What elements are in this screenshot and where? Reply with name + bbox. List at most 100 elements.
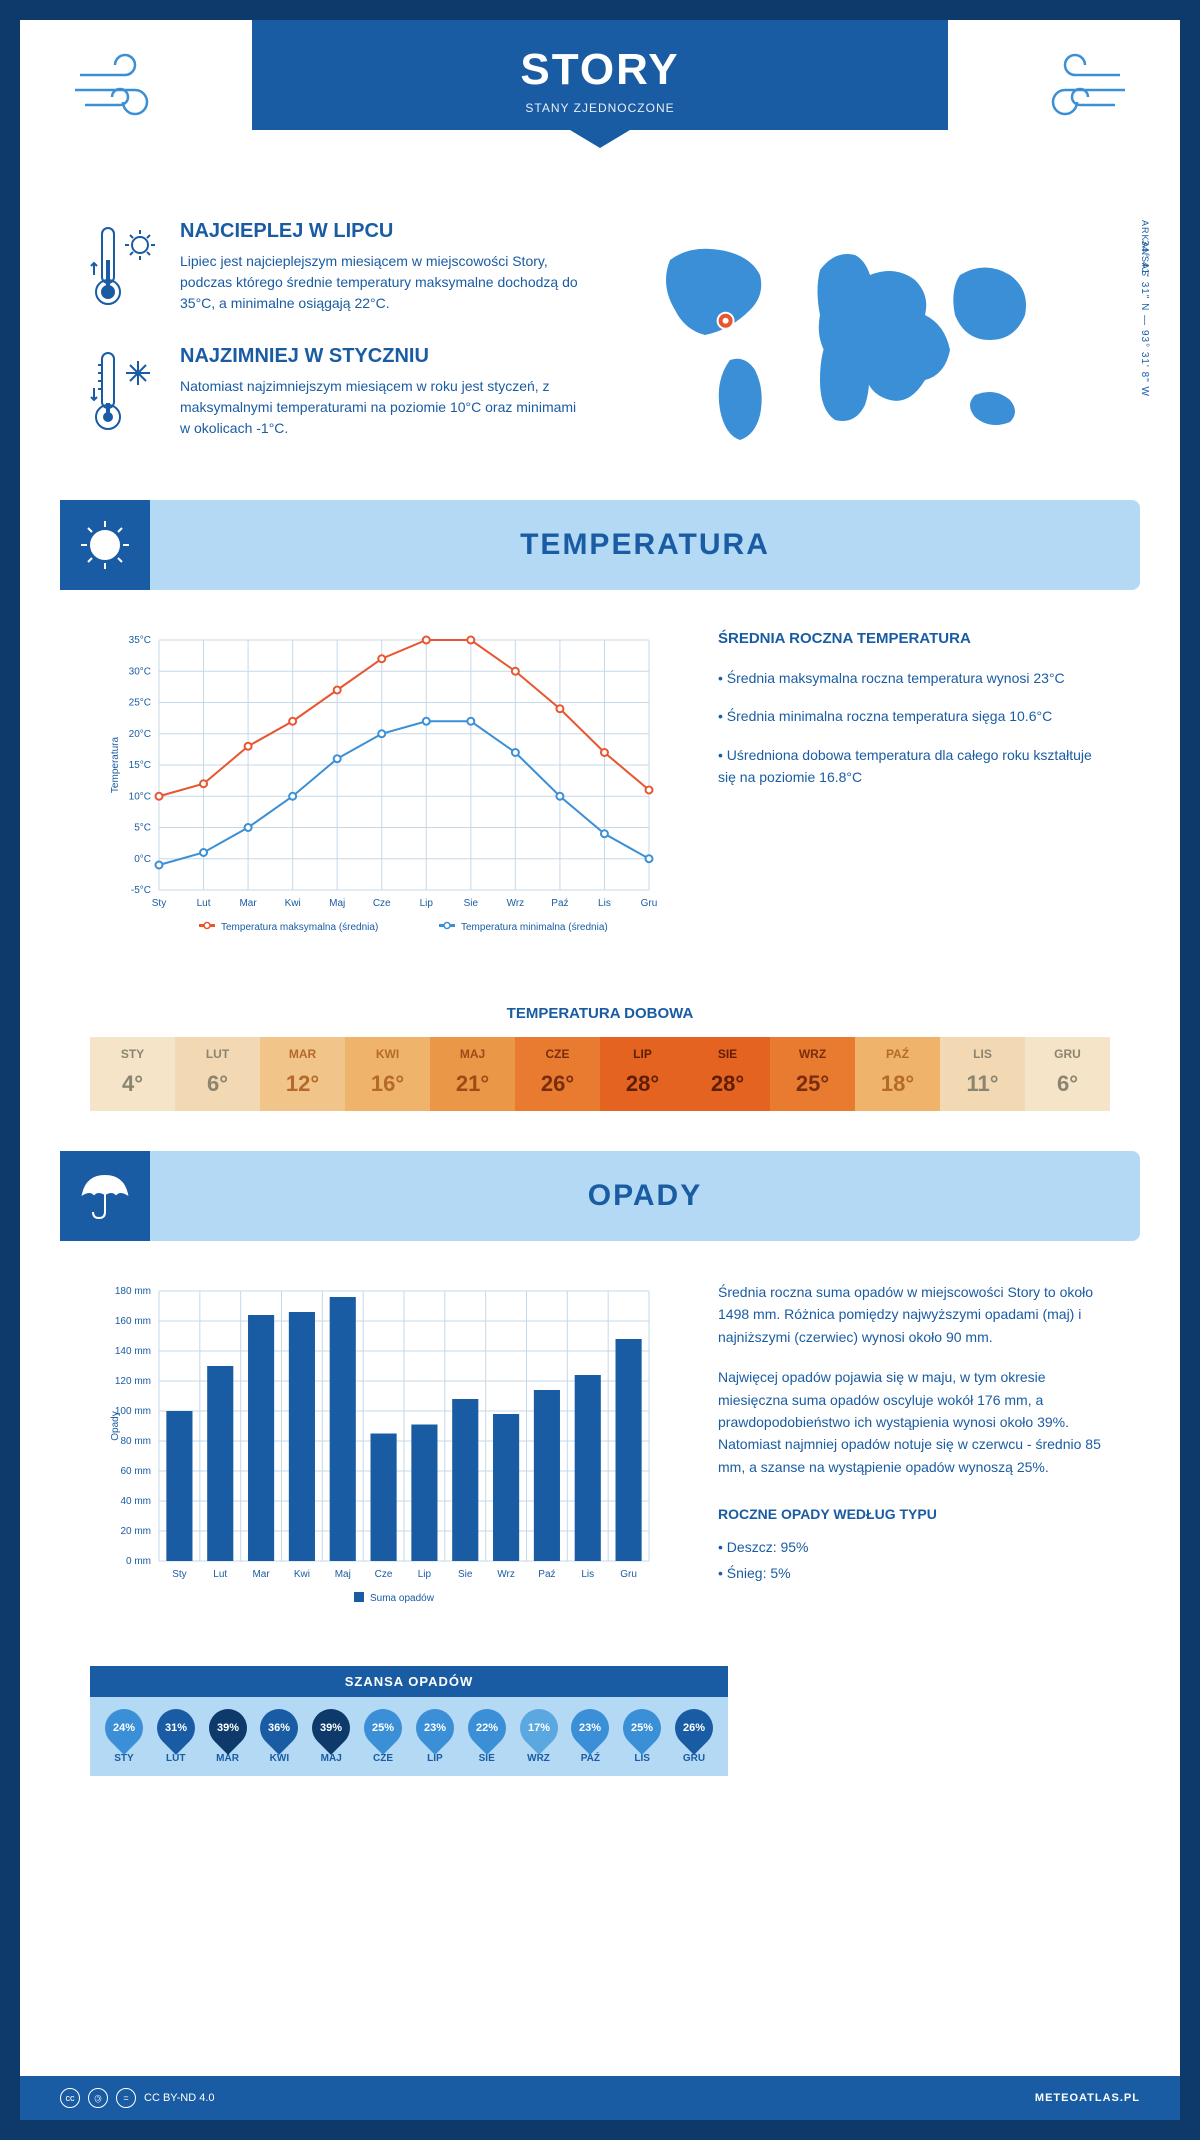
header: STORY STANY ZJEDNOCZONE xyxy=(20,20,1180,200)
license-text: CC BY-ND 4.0 xyxy=(144,2092,215,2104)
hot-fact-title: NAJCIEPLEJ W LIPCU xyxy=(180,220,580,243)
svg-text:60 mm: 60 mm xyxy=(120,1466,151,1477)
precip-p2: Najwięcej opadów pojawia się w maju, w t… xyxy=(718,1366,1110,1478)
daily-temp-cell: SIE28° xyxy=(685,1037,770,1111)
thermometer-sun-icon xyxy=(90,220,160,315)
temp-bullet: • Średnia minimalna roczna temperatura s… xyxy=(718,705,1110,727)
title-banner: STORY STANY ZJEDNOCZONE xyxy=(252,20,948,130)
svg-text:Lip: Lip xyxy=(420,898,434,909)
wind-icon xyxy=(70,50,170,135)
precip-type: • Śnieg: 5% xyxy=(718,1562,1110,1584)
chance-drop: 23%PAŹ xyxy=(564,1709,616,1764)
svg-text:Cze: Cze xyxy=(375,1569,393,1580)
svg-text:Mar: Mar xyxy=(239,898,257,909)
svg-text:Maj: Maj xyxy=(335,1569,351,1580)
daily-temp-table: STY4°LUT6°MAR12°KWI16°MAJ21°CZE26°LIP28°… xyxy=(90,1037,1110,1111)
svg-text:Paź: Paź xyxy=(538,1569,555,1580)
svg-text:Wrz: Wrz xyxy=(507,898,525,909)
svg-text:-5°C: -5°C xyxy=(131,885,151,896)
chance-drop: 31%LUT xyxy=(150,1709,202,1764)
svg-text:5°C: 5°C xyxy=(134,823,151,834)
svg-text:Suma opadów: Suma opadów xyxy=(370,1593,435,1604)
daily-temp-cell: WRZ25° xyxy=(770,1037,855,1111)
svg-text:Lut: Lut xyxy=(197,898,211,909)
svg-text:80 mm: 80 mm xyxy=(120,1436,151,1447)
temp-summary-title: ŚREDNIA ROCZNA TEMPERATURA xyxy=(718,630,1110,647)
cc-icon: cc xyxy=(60,2088,80,2108)
svg-text:Paź: Paź xyxy=(551,898,568,909)
svg-text:30°C: 30°C xyxy=(129,666,151,677)
chance-drop: 24%STY xyxy=(98,1709,150,1764)
chance-drop: 25%LIS xyxy=(616,1709,668,1764)
svg-text:Sie: Sie xyxy=(464,898,479,909)
svg-text:20°C: 20°C xyxy=(129,729,151,740)
svg-text:25°C: 25°C xyxy=(129,698,151,709)
by-icon: 🄯 xyxy=(88,2088,108,2108)
wind-icon xyxy=(1030,50,1130,135)
temperature-summary: ŚREDNIA ROCZNA TEMPERATURA • Średnia mak… xyxy=(718,630,1110,955)
svg-text:120 mm: 120 mm xyxy=(115,1376,151,1387)
svg-text:180 mm: 180 mm xyxy=(115,1286,151,1297)
svg-text:40 mm: 40 mm xyxy=(120,1496,151,1507)
umbrella-icon xyxy=(60,1151,150,1241)
daily-temp-cell: LUT6° xyxy=(175,1037,260,1111)
precip-p1: Średnia roczna suma opadów w miejscowośc… xyxy=(718,1281,1110,1348)
svg-text:Maj: Maj xyxy=(329,898,345,909)
svg-text:Lut: Lut xyxy=(213,1569,227,1580)
site-name: METEOATLAS.PL xyxy=(1035,2092,1140,2104)
temperature-line-chart: -5°C0°C5°C10°C15°C20°C25°C30°C35°CStyLut… xyxy=(90,630,678,955)
svg-text:Gru: Gru xyxy=(620,1569,637,1580)
svg-text:Sty: Sty xyxy=(152,898,166,909)
chance-drop: 22%SIE xyxy=(461,1709,513,1764)
daily-temp-cell: MAJ21° xyxy=(430,1037,515,1111)
cold-fact-title: NAJZIMNIEJ W STYCZNIU xyxy=(180,345,580,368)
svg-text:10°C: 10°C xyxy=(129,791,151,802)
precipitation-chance-box: SZANSA OPADÓW 24%STY31%LUT39%MAR36%KWI39… xyxy=(90,1666,728,1776)
hot-fact: NAJCIEPLEJ W LIPCU Lipiec jest najcieple… xyxy=(90,220,580,315)
page-title: STORY xyxy=(252,45,948,95)
chance-drop: 17%WRZ xyxy=(513,1709,565,1764)
sun-icon xyxy=(60,500,150,590)
coordinates: 34° 41' 31" N — 93° 31' 8" W xyxy=(1139,240,1150,397)
svg-text:15°C: 15°C xyxy=(129,760,151,771)
precipitation-title: OPADY xyxy=(150,1179,1140,1213)
world-map xyxy=(620,220,1110,465)
precipitation-section-header: OPADY xyxy=(60,1151,1140,1241)
daily-temp-cell: PAŹ18° xyxy=(855,1037,940,1111)
daily-temp-cell: STY4° xyxy=(90,1037,175,1111)
nd-icon: = xyxy=(116,2088,136,2108)
cold-fact-text: Natomiast najzimniejszym miesiącem w rok… xyxy=(180,376,580,439)
svg-text:Lis: Lis xyxy=(581,1569,594,1580)
svg-text:140 mm: 140 mm xyxy=(115,1346,151,1357)
intro-section: NAJCIEPLEJ W LIPCU Lipiec jest najcieple… xyxy=(20,200,1180,500)
svg-text:35°C: 35°C xyxy=(129,635,151,646)
svg-text:Kwi: Kwi xyxy=(294,1569,310,1580)
hot-fact-text: Lipiec jest najcieplejszym miesiącem w m… xyxy=(180,251,580,314)
page-subtitle: STANY ZJEDNOCZONE xyxy=(252,101,948,115)
daily-temp-cell: MAR12° xyxy=(260,1037,345,1111)
chance-drop: 25%CZE xyxy=(357,1709,409,1764)
thermometer-snow-icon xyxy=(90,345,160,440)
svg-text:Opady: Opady xyxy=(110,1411,121,1440)
chance-drop: 39%MAR xyxy=(202,1709,254,1764)
temp-bullet: • Średnia maksymalna roczna temperatura … xyxy=(718,667,1110,689)
cold-fact: NAJZIMNIEJ W STYCZNIU Natomiast najzimni… xyxy=(90,345,580,440)
temperature-section-header: TEMPERATURA xyxy=(60,500,1140,590)
svg-text:Mar: Mar xyxy=(252,1569,270,1580)
precipitation-bar-chart: 0 mm20 mm40 mm60 mm80 mm100 mm120 mm140 … xyxy=(90,1281,678,1626)
svg-text:160 mm: 160 mm xyxy=(115,1316,151,1327)
precip-type-title: ROCZNE OPADY WEDŁUG TYPU xyxy=(718,1503,1110,1525)
svg-text:20 mm: 20 mm xyxy=(120,1526,151,1537)
daily-temp-title: TEMPERATURA DOBOWA xyxy=(20,1005,1180,1022)
daily-temp-cell: GRU6° xyxy=(1025,1037,1110,1111)
daily-temp-cell: CZE26° xyxy=(515,1037,600,1111)
chance-title: SZANSA OPADÓW xyxy=(90,1666,728,1697)
svg-text:Lip: Lip xyxy=(418,1569,432,1580)
svg-text:Gru: Gru xyxy=(641,898,658,909)
svg-text:Temperatura minimalna (średnia: Temperatura minimalna (średnia) xyxy=(461,922,608,933)
chance-drop: 23%LIP xyxy=(409,1709,461,1764)
svg-text:0 mm: 0 mm xyxy=(126,1556,151,1567)
svg-text:Kwi: Kwi xyxy=(285,898,301,909)
chance-drop: 36%KWI xyxy=(253,1709,305,1764)
temp-bullet: • Uśredniona dobowa temperatura dla całe… xyxy=(718,744,1110,789)
